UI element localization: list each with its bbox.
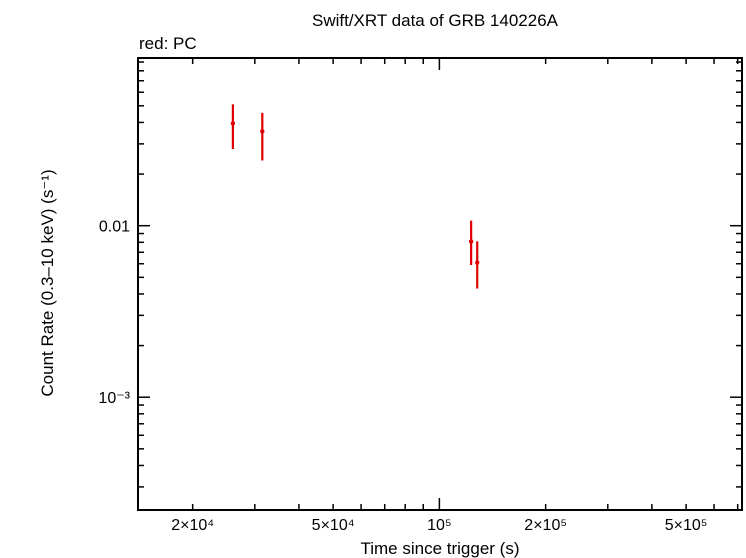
- data-point: [468, 239, 474, 244]
- chart-title: Swift/XRT data of GRB 140226A: [312, 11, 559, 30]
- y-tick-label: 0.01: [99, 219, 130, 236]
- x-tick-label: 2×10⁵: [524, 517, 567, 534]
- x-tick-label: 2×10⁴: [171, 517, 214, 534]
- x-tick-label: 5×10⁵: [665, 517, 708, 534]
- x-tick-label: 5×10⁴: [312, 517, 355, 534]
- y-tick-label: 10⁻³: [98, 390, 130, 407]
- plot-frame: [137, 57, 743, 511]
- data-point: [260, 129, 265, 134]
- data-point: [230, 121, 236, 126]
- chart-subtitle: red: PC: [139, 34, 197, 53]
- data-point: [475, 260, 480, 265]
- y-axis-label: Count Rate (0.3–10 keV) (s⁻¹): [38, 169, 57, 396]
- x-tick-label: 10⁵: [427, 517, 451, 534]
- x-axis-label: Time since trigger (s): [360, 539, 519, 558]
